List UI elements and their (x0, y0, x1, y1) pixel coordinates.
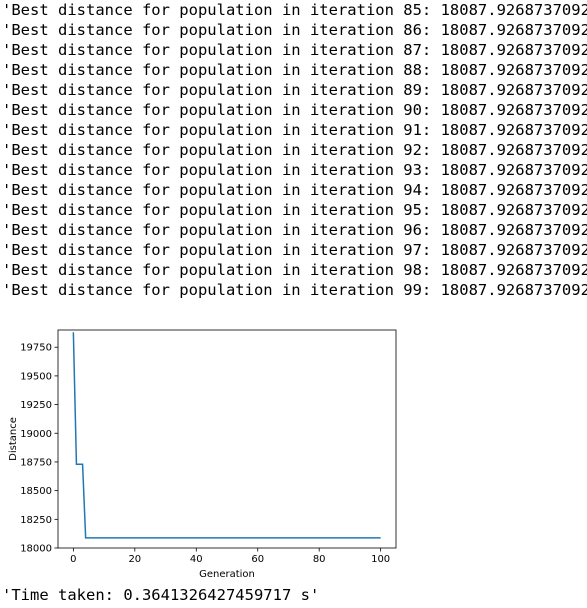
log-line: 'Best distance for population in iterati… (2, 221, 587, 239)
x-axis-label: Generation (199, 569, 255, 580)
y-tick-label: 19750 (20, 343, 52, 354)
y-tick-label: 18750 (20, 457, 52, 468)
x-tick-label: 40 (190, 554, 203, 565)
x-tick-label: 60 (251, 554, 264, 565)
log-line: 'Best distance for population in iterati… (2, 61, 587, 79)
log-line: 'Best distance for population in iterati… (2, 261, 587, 279)
distance-chart: 0 20 40 60 80 100 18000 18250 18500 18750 19000 19… (8, 329, 397, 580)
log-line: 'Best distance for population in iterati… (2, 121, 587, 139)
log-line: 'Best distance for population in iterati… (2, 161, 587, 179)
log-line: 'Best distance for population in iterati… (2, 281, 587, 299)
series-line (72, 332, 381, 539)
x-tick-label: 100 (371, 554, 390, 565)
y-axis-ticks: 18000 18250 18500 18750 19000 19250 19500 19750 (20, 343, 58, 555)
log-line: 'Best distance for population in iterati… (2, 181, 587, 199)
log-line: 'Best distance for population in iterati… (2, 101, 587, 119)
x-tick-label: 80 (313, 554, 326, 565)
x-tick-label: 20 (128, 554, 141, 565)
y-axis-label: Distance (8, 417, 19, 461)
y-tick-label: 18000 (20, 544, 52, 555)
output-log: 'Best distance for population in iterati… (0, 0, 587, 300)
x-tick-label: 0 (70, 554, 76, 565)
log-line: 'Best distance for population in iterati… (2, 21, 587, 39)
log-line: 'Best distance for population in iterati… (2, 81, 587, 99)
x-axis-ticks: 0 20 40 60 80 100 (70, 548, 390, 565)
y-tick-label: 19250 (20, 400, 52, 411)
y-tick-label: 18500 (20, 486, 52, 497)
y-tick-label: 19500 (20, 371, 52, 382)
log-line: 'Best distance for population in iterati… (2, 1, 587, 19)
log-line: 'Best distance for population in iterati… (2, 201, 587, 219)
y-tick-label: 19000 (20, 429, 52, 440)
log-line: 'Best distance for population in iterati… (2, 241, 587, 259)
plot-frame (57, 329, 397, 549)
y-tick-label: 18250 (20, 515, 52, 526)
log-line: 'Best distance for population in iterati… (2, 141, 587, 159)
log-line: 'Best distance for population in iterati… (2, 41, 587, 59)
time-taken-text: 'Time taken: 0.3641326427459717 s' (2, 586, 320, 604)
